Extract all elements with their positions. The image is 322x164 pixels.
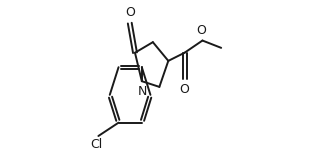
Text: O: O — [180, 83, 190, 96]
Text: O: O — [197, 24, 207, 37]
Text: Cl: Cl — [91, 138, 103, 151]
Text: N: N — [138, 85, 147, 98]
Text: O: O — [125, 6, 135, 19]
